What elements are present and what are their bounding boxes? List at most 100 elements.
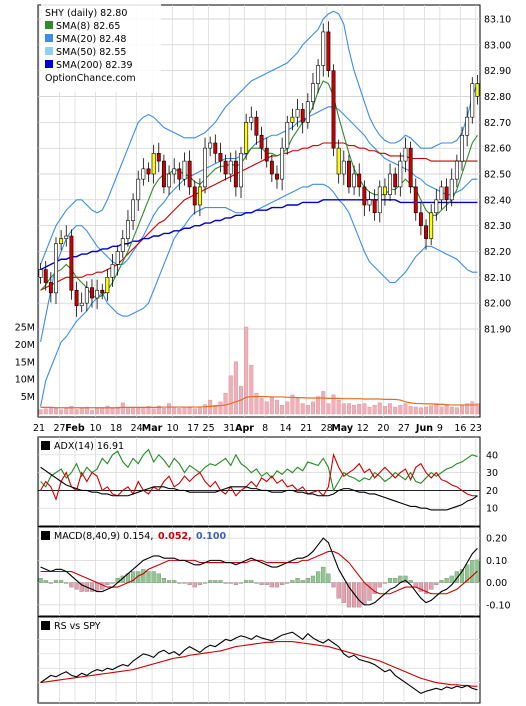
date-tick-label: Jun	[415, 423, 433, 434]
candle-body	[403, 147, 408, 162]
macd-histogram-bar	[367, 582, 372, 601]
volume-bar	[74, 409, 79, 415]
candle-body	[367, 199, 372, 206]
candle-body	[439, 186, 444, 201]
volume-y-tick-label: 20M	[15, 340, 35, 351]
volume-bar	[89, 410, 94, 415]
volume-bar	[218, 401, 223, 415]
adx-y-ticks: 40 30 20 10	[486, 450, 498, 514]
date-tick-label: 9	[437, 423, 443, 434]
volume-bar	[403, 403, 408, 415]
macd-legend-swatch	[41, 531, 50, 540]
date-tick-label: May	[331, 423, 354, 434]
date-tick-label: 12	[357, 423, 369, 434]
candle-body	[244, 122, 249, 154]
volume-bar	[429, 405, 434, 415]
candle-body	[362, 186, 367, 206]
volume-bar	[187, 407, 192, 415]
volume-bar	[115, 406, 120, 415]
candle-body	[408, 147, 413, 188]
macd-histogram-bar	[310, 575, 316, 583]
adx-y-tick-label: 30	[486, 468, 498, 479]
candle-body	[218, 153, 223, 162]
volume-bar	[336, 399, 341, 415]
macd-histogram-bar	[377, 582, 382, 588]
macd-histogram-bar	[233, 582, 238, 585]
adx-legend-swatch	[41, 441, 50, 450]
volume-bar	[249, 365, 254, 415]
date-tick-label: 21	[300, 423, 312, 434]
macd-histogram-bar	[151, 571, 156, 583]
macd-signal-value: 0.052,	[158, 531, 192, 542]
volume-bar	[208, 399, 213, 415]
candle-body	[295, 109, 300, 118]
volume-bar	[110, 408, 115, 415]
candle-body	[239, 153, 243, 188]
candle-body	[372, 199, 377, 214]
macd-y-tick-label: 0.10	[486, 556, 507, 567]
volume-bar	[64, 408, 69, 415]
candle-body	[285, 122, 290, 149]
macd-histogram-bar	[254, 582, 259, 584]
brand-label: OptionChance.com	[45, 73, 136, 84]
macd-histogram-bar	[387, 578, 393, 583]
date-tick-label: Apr	[235, 423, 254, 434]
candle-body	[203, 147, 207, 188]
price-y-ticks: 83.10 83.00 82.90 82.80 82.70 82.60 82.50 82.40…	[484, 15, 511, 336]
price-y-tick-label: 81.90	[484, 325, 511, 336]
candle-body	[290, 116, 295, 123]
price-y-tick-label: 82.50	[484, 170, 511, 181]
volume-bar	[59, 409, 64, 415]
macd-histogram-bar	[223, 582, 228, 584]
candle-body	[275, 173, 279, 180]
volume-bar	[172, 406, 177, 415]
candle-body	[454, 160, 459, 180]
macd-histogram-bar	[439, 580, 444, 583]
panel-frame-macd	[37, 526, 481, 617]
rs-legend: RS vs SPY	[41, 621, 101, 632]
price-y-tick-label: 82.10	[484, 273, 511, 284]
macd-lines	[40, 537, 478, 606]
candle-body	[136, 178, 141, 201]
macd-histogram-bar	[362, 582, 367, 606]
price-y-tick-label: 82.70	[484, 118, 511, 129]
macd-histogram-bar	[423, 582, 429, 594]
legend-entry: SMA(20) 82.48	[56, 34, 126, 45]
volume-bar	[156, 405, 161, 415]
volume-bar	[321, 391, 326, 415]
macd-histogram-bar	[382, 582, 388, 584]
macd-histogram-bar	[192, 582, 197, 588]
candle-body	[352, 173, 357, 188]
volume-bar	[233, 361, 238, 415]
macd-y-ticks: 0.20 0.10 0.00 -0.10	[486, 534, 511, 612]
candle-body	[131, 199, 136, 221]
macd-histogram-bar	[69, 582, 74, 588]
rs-legend-label: RS vs SPY	[54, 621, 101, 632]
candle-body	[38, 269, 43, 278]
candle-body	[95, 289, 100, 299]
macd-histogram-bar	[274, 582, 280, 588]
legend-entry: SMA(50) 82.55	[56, 47, 126, 58]
macd-histogram-bar	[156, 573, 161, 583]
candle-body	[223, 160, 228, 175]
candle-body	[382, 186, 387, 195]
volume-bar	[213, 405, 218, 415]
macd-histogram-bar	[38, 578, 43, 583]
price-y-tick-label: 82.90	[484, 66, 511, 77]
volume-bar	[444, 405, 449, 415]
macd-histogram-bar	[74, 582, 79, 590]
candle-body	[48, 282, 53, 294]
volume-bar	[161, 408, 166, 415]
candle-body	[54, 243, 58, 294]
adx-line	[40, 466, 478, 511]
panel-frame-price	[37, 4, 481, 418]
macd-histogram-bar	[249, 580, 254, 583]
volume-bar	[418, 407, 423, 415]
volume-bar	[120, 402, 125, 415]
legend-entry: SHY (daily) 82.80	[45, 8, 127, 19]
volume-bar	[295, 398, 300, 415]
macd-histogram-value: 0.100	[196, 531, 226, 542]
macd-histogram-bar	[418, 582, 423, 592]
macd-histogram-bar	[53, 580, 59, 583]
macd-histogram-bar	[470, 560, 475, 583]
